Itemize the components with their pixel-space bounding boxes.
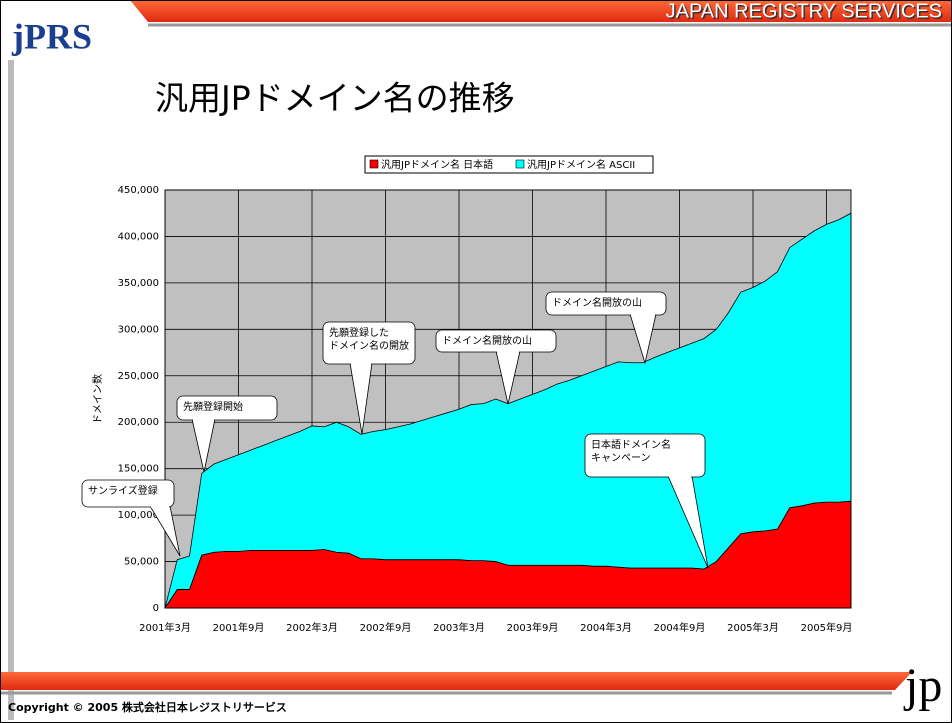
y-tick-label: 200,000 — [118, 417, 159, 428]
callout-box — [81, 479, 175, 508]
x-tick-label: 2004年9月 — [654, 621, 706, 634]
legend-swatch — [369, 159, 379, 169]
x-tick-label: 2002年9月 — [360, 621, 412, 634]
x-tick-label: 2003年3月 — [433, 621, 485, 634]
x-tick-label: 2004年3月 — [580, 621, 632, 634]
callout: サンライズ登録 — [81, 479, 181, 557]
x-tick-label: 2003年9月 — [507, 621, 559, 634]
callout-box — [545, 291, 667, 316]
y-tick-label: 150,000 — [118, 464, 159, 475]
y-tick-label: 400,000 — [118, 231, 159, 242]
callout-text: キャンペーン — [591, 453, 651, 464]
callout-text: 先願登録した — [329, 326, 389, 339]
callout-text: サンライズ登録 — [88, 484, 158, 497]
y-tick-label: 350,000 — [118, 278, 159, 289]
x-tick-label: 2001年3月 — [139, 621, 191, 634]
callout-box — [584, 433, 706, 478]
plot-border — [164, 189, 852, 609]
callout-text: 先願登録開始 — [183, 400, 243, 413]
callout-text: 日本語ドメイン名 — [591, 438, 671, 451]
top-band — [130, 0, 952, 22]
company-shadow: JAPAN REGISTRY SERVICES — [667, 2, 943, 24]
callout-text: ドメイン名開放の山 — [442, 334, 532, 347]
legend-swatch — [515, 159, 525, 169]
y-tick-label: 50,000 — [124, 557, 159, 568]
callout-text: ドメイン名の開放 — [329, 339, 409, 352]
y-tick-label: 300,000 — [118, 324, 159, 335]
callout: 先願登録開始 — [176, 395, 278, 473]
y-tick-label: 250,000 — [118, 371, 159, 382]
legend-label: 汎用JPドメイン名 ASCII — [527, 158, 635, 171]
x-tick-label: 2005年3月 — [727, 621, 779, 634]
logo: jPRS — [11, 16, 92, 56]
x-tick-label: 2001年9月 — [213, 621, 265, 634]
slide-title: 汎用JPドメイン名の推移 — [155, 79, 515, 118]
left-rule — [8, 60, 14, 720]
chart: 0 50,000 100,000 150,000 200,000 250,000 300,0… — [81, 155, 853, 634]
bottom-band — [0, 672, 912, 690]
y-tick-label: 100,000 — [118, 510, 159, 521]
y-axis-label: ドメイン数 — [91, 374, 104, 424]
y-tick-label: 450,000 — [118, 185, 159, 196]
legend-box — [364, 155, 654, 174]
callout-text: ドメイン名開放の山 — [552, 296, 642, 309]
legend: 汎用JPドメイン名 日本語 汎用JPドメイン名 ASCII — [364, 155, 654, 174]
callout: ドメイン名開放の山 — [545, 291, 667, 365]
y-tick-label: 0 — [153, 603, 159, 614]
legend-label: 汎用JPドメイン名 日本語 — [381, 158, 493, 171]
callout-box — [435, 329, 557, 353]
company-name: JAPAN REGISTRY SERVICES — [666, 0, 942, 22]
x-tick-label: 2005年9月 — [801, 621, 853, 634]
footer-logo: jp — [903, 659, 942, 712]
callout: ドメイン名開放の山 — [435, 329, 557, 405]
x-tick-label: 2002年3月 — [286, 621, 338, 634]
callout-box — [176, 395, 278, 421]
copyright: Copyright © 2005 株式会社日本レジストリサービス — [8, 700, 287, 714]
